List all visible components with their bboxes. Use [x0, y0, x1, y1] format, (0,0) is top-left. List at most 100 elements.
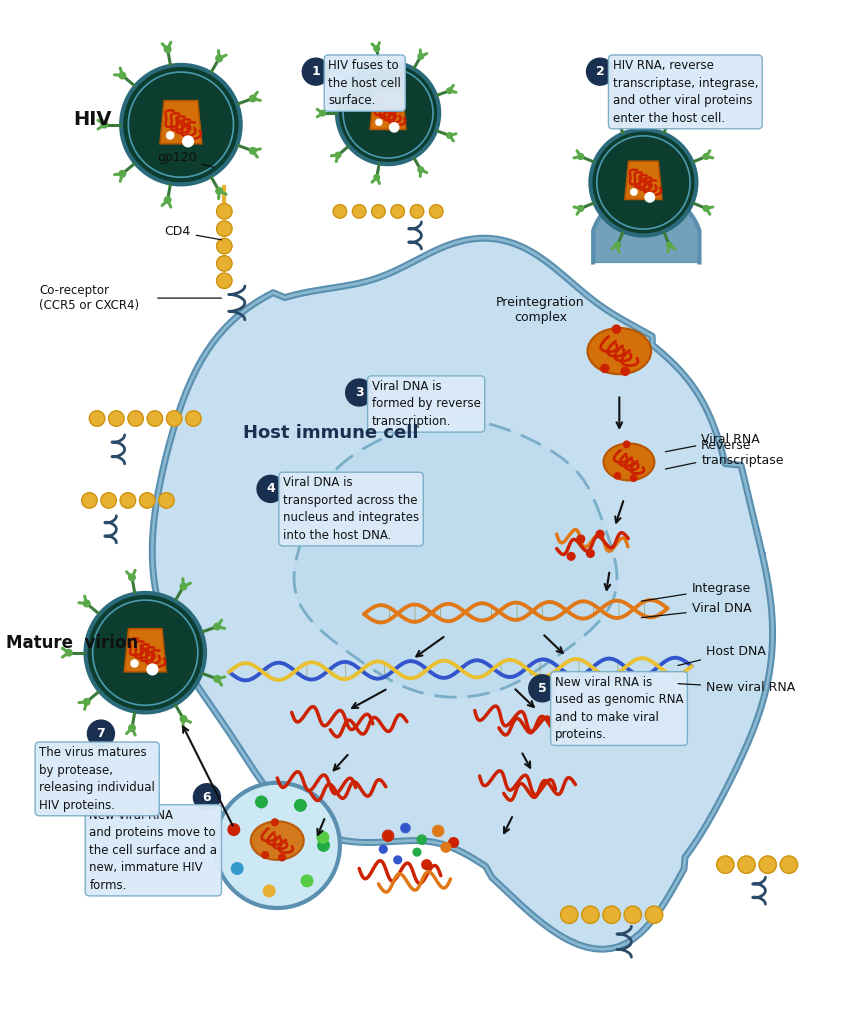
Circle shape — [147, 664, 158, 675]
Text: New viral RNA is
used as genomic RNA
and to make viral
proteins.: New viral RNA is used as genomic RNA and… — [555, 676, 683, 741]
Circle shape — [410, 205, 423, 218]
Circle shape — [294, 800, 307, 811]
Circle shape — [621, 368, 630, 376]
Circle shape — [214, 676, 221, 682]
Text: gp120: gp120 — [157, 152, 214, 167]
Text: 6: 6 — [203, 791, 211, 804]
Circle shape — [216, 204, 232, 219]
Circle shape — [193, 783, 221, 811]
Circle shape — [318, 840, 329, 851]
Polygon shape — [152, 239, 772, 949]
Circle shape — [703, 154, 709, 160]
Circle shape — [390, 123, 399, 132]
Circle shape — [560, 906, 578, 924]
Circle shape — [614, 472, 621, 479]
Circle shape — [645, 906, 662, 924]
Circle shape — [86, 593, 205, 713]
Circle shape — [166, 132, 174, 139]
Circle shape — [120, 493, 136, 508]
Circle shape — [87, 720, 114, 748]
Circle shape — [83, 698, 90, 706]
Circle shape — [255, 796, 268, 808]
Circle shape — [119, 73, 126, 79]
Text: Viral DNA is
formed by reverse
transcription.: Viral DNA is formed by reverse transcrip… — [372, 380, 481, 428]
Circle shape — [231, 863, 243, 874]
Circle shape — [447, 133, 452, 138]
Circle shape — [263, 885, 275, 897]
Circle shape — [183, 136, 193, 146]
Circle shape — [780, 856, 798, 873]
Circle shape — [433, 826, 443, 836]
Polygon shape — [160, 100, 202, 143]
Text: New viral RNA
and proteins move to
the cell surface and a
new, immature HIV
form: New viral RNA and proteins move to the c… — [89, 809, 217, 892]
Text: Mature  virion: Mature virion — [6, 634, 138, 652]
Text: 5: 5 — [538, 682, 546, 695]
Circle shape — [413, 848, 421, 856]
Circle shape — [601, 365, 609, 373]
Circle shape — [379, 846, 387, 853]
Circle shape — [567, 553, 575, 560]
Text: 1: 1 — [312, 66, 320, 78]
Circle shape — [185, 411, 201, 426]
Circle shape — [372, 205, 385, 218]
Circle shape — [119, 171, 126, 177]
Circle shape — [630, 475, 637, 481]
Text: Viral RNA: Viral RNA — [665, 432, 760, 452]
Circle shape — [129, 725, 135, 731]
Circle shape — [216, 187, 223, 195]
Circle shape — [101, 122, 107, 128]
Circle shape — [394, 856, 402, 863]
Circle shape — [441, 843, 450, 852]
Circle shape — [216, 55, 223, 61]
Circle shape — [703, 206, 709, 211]
Circle shape — [402, 824, 410, 831]
Circle shape — [165, 197, 171, 203]
Circle shape — [108, 411, 124, 426]
Text: Reverse
transcriptase: Reverse transcriptase — [665, 439, 784, 469]
Ellipse shape — [251, 821, 304, 860]
Circle shape — [418, 53, 423, 59]
Circle shape — [615, 117, 620, 123]
Circle shape — [333, 205, 346, 218]
Text: 2: 2 — [596, 66, 604, 78]
Circle shape — [216, 239, 232, 254]
Circle shape — [376, 119, 382, 125]
Circle shape — [422, 860, 431, 869]
Circle shape — [374, 46, 379, 51]
Text: CD4: CD4 — [165, 225, 222, 240]
Ellipse shape — [604, 443, 655, 480]
Circle shape — [645, 193, 655, 202]
Circle shape — [216, 221, 232, 237]
Circle shape — [577, 536, 585, 543]
Circle shape — [66, 649, 72, 656]
Circle shape — [101, 493, 116, 508]
Circle shape — [302, 58, 329, 85]
Polygon shape — [294, 419, 617, 697]
Circle shape — [139, 493, 155, 508]
Circle shape — [165, 46, 171, 52]
Text: Host immune cell: Host immune cell — [242, 424, 418, 442]
Text: HIV fuses to
the host cell
surface.: HIV fuses to the host cell surface. — [328, 59, 401, 108]
Circle shape — [603, 906, 620, 924]
Circle shape — [214, 624, 221, 630]
Circle shape — [180, 716, 187, 722]
Circle shape — [667, 117, 672, 123]
Circle shape — [271, 819, 278, 825]
Circle shape — [667, 243, 672, 248]
Circle shape — [624, 441, 630, 447]
Text: HIV: HIV — [73, 111, 112, 129]
Circle shape — [257, 475, 284, 503]
Circle shape — [83, 600, 90, 607]
Circle shape — [249, 95, 256, 101]
Circle shape — [317, 831, 328, 843]
Ellipse shape — [587, 328, 651, 374]
Circle shape — [352, 205, 366, 218]
Circle shape — [346, 379, 372, 406]
Circle shape — [586, 58, 613, 85]
Circle shape — [131, 659, 138, 667]
Polygon shape — [625, 161, 662, 200]
Circle shape — [337, 62, 439, 164]
Circle shape — [279, 854, 286, 861]
Text: The virus matures
by protease,
releasing individual
HIV proteins.: The virus matures by protease, releasing… — [39, 746, 155, 812]
Circle shape — [384, 830, 393, 841]
